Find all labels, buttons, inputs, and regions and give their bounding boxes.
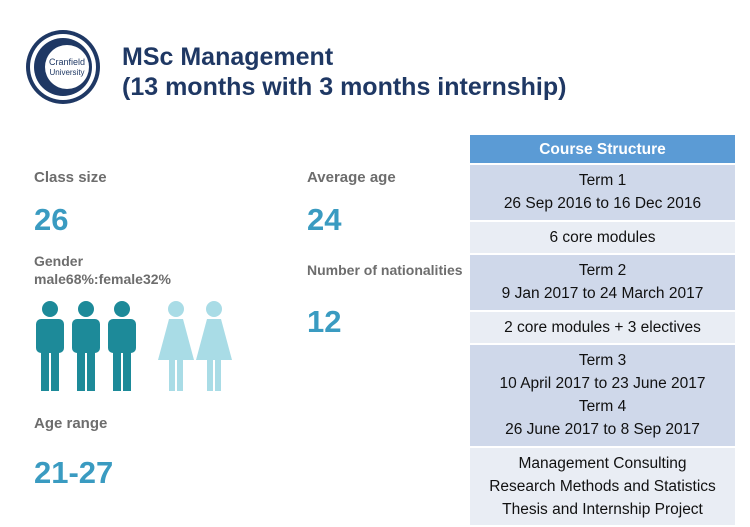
row-line: Term 3 xyxy=(578,352,627,369)
nationalities-label: Number of nationalities xyxy=(307,262,463,278)
table-row-term1-modules: 6 core modules xyxy=(470,222,735,255)
average-age-value: 24 xyxy=(307,202,342,237)
table-row-final-modules: Management Consulting Research Methods a… xyxy=(470,448,735,527)
row-line: 9 Jan 2017 to 24 March 2017 xyxy=(501,285,704,302)
course-structure-table: Course Structure Term 1 26 Sep 2016 to 1… xyxy=(470,135,735,527)
table-row-term3-term4: Term 3 10 April 2017 to 23 June 2017 Ter… xyxy=(470,345,735,448)
gender-block: Gender male68%:female32% xyxy=(34,252,171,288)
male-figure-icon xyxy=(72,301,100,391)
row-line: 10 April 2017 to 23 June 2017 xyxy=(499,375,706,392)
class-size-value: 26 xyxy=(34,202,69,237)
row-line: 26 June 2017 to 8 Sep 2017 xyxy=(505,421,700,438)
gender-label: Gender xyxy=(34,253,84,269)
nationalities-value: 12 xyxy=(307,304,342,339)
gender-pictogram xyxy=(32,300,242,400)
row-line: Term 2 xyxy=(578,262,627,279)
row-line: Term 1 xyxy=(578,172,627,189)
row-line: 6 core modules xyxy=(549,229,656,246)
table-row-term2-modules: 2 core modules + 3 electives xyxy=(470,312,735,345)
row-line: Research Methods and Statistics xyxy=(489,478,716,495)
row-line: 2 core modules + 3 electives xyxy=(504,319,701,336)
gender-ratio: male68%:female32% xyxy=(34,271,171,287)
table-row-term1: Term 1 26 Sep 2016 to 16 Dec 2016 xyxy=(470,165,735,222)
female-figure-icon xyxy=(196,301,232,391)
cranfield-logo: Cranfield University xyxy=(24,28,102,106)
table-row-term2: Term 2 9 Jan 2017 to 24 March 2017 xyxy=(470,255,735,312)
page-title: MSc Management (13 months with 3 months … xyxy=(122,42,566,102)
male-figure-icon xyxy=(108,301,136,391)
row-line: Thesis and Internship Project xyxy=(502,501,703,518)
logo-line2: University xyxy=(49,68,84,77)
row-line: 26 Sep 2016 to 16 Dec 2016 xyxy=(503,195,702,212)
logo-line1: Cranfield xyxy=(49,57,85,67)
female-figure-icon xyxy=(158,301,194,391)
age-range-value: 21-27 xyxy=(34,455,114,490)
average-age-label: Average age xyxy=(307,169,396,186)
course-structure-heading: Course Structure xyxy=(470,135,735,165)
title-line2: (13 months with 3 months internship) xyxy=(122,73,567,101)
row-line: Management Consulting xyxy=(518,455,687,472)
row-line: Term 4 xyxy=(578,398,627,415)
class-size-label: Class size xyxy=(34,169,107,186)
title-line1: MSc Management xyxy=(122,43,334,71)
male-figure-icon xyxy=(36,301,64,391)
age-range-label: Age range xyxy=(34,415,108,432)
